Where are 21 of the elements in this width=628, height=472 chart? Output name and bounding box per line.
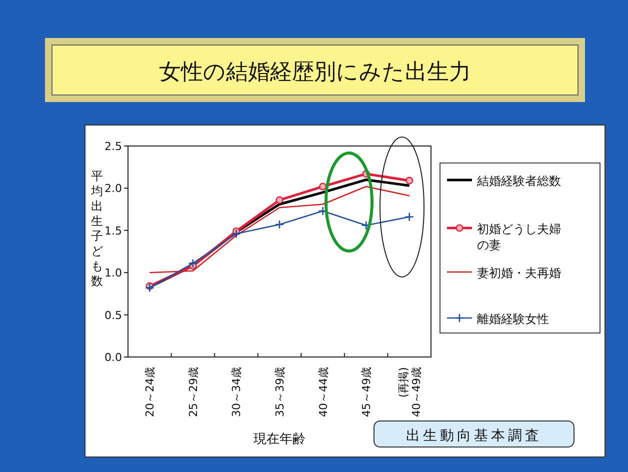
- y-tick-label: 1.5: [104, 224, 122, 238]
- x-tick-label: 45～49歳: [360, 367, 374, 417]
- legend-label: 離婚経験女性: [477, 312, 549, 326]
- y-tick-label: 0.0: [104, 351, 122, 364]
- x-tick-label: 30～34歳: [230, 367, 244, 417]
- y-tick-label: 2.0: [104, 182, 122, 196]
- x-tick-label: 40～44歳: [316, 367, 330, 417]
- x-tick-label: (再掲) 40～49歳: [396, 367, 423, 417]
- chart-title: 女性の結婚経歴別にみた出生力: [159, 60, 471, 85]
- y-tick-label: 2.5: [104, 140, 122, 153]
- x-tick-label: 35～39歳: [274, 367, 286, 417]
- y-tick-label: 0.5: [104, 308, 122, 322]
- legend-label: 初婚どうし夫婦の妻: [477, 222, 561, 252]
- x-axis-title: 現在年齢: [254, 432, 306, 447]
- text: 出生動向基本調査: [406, 428, 542, 444]
- x-tick-label: 20～24歳: [144, 367, 157, 417]
- x-tick-label: 25～29歳: [186, 367, 200, 417]
- legend-label: 妻初婚・夫再婚: [477, 266, 561, 280]
- y-axis-title: 平均出生子ども数: [90, 169, 103, 288]
- y-tick-label: 1.0: [104, 266, 122, 280]
- legend-label: 結婚経験者総数: [476, 174, 561, 188]
